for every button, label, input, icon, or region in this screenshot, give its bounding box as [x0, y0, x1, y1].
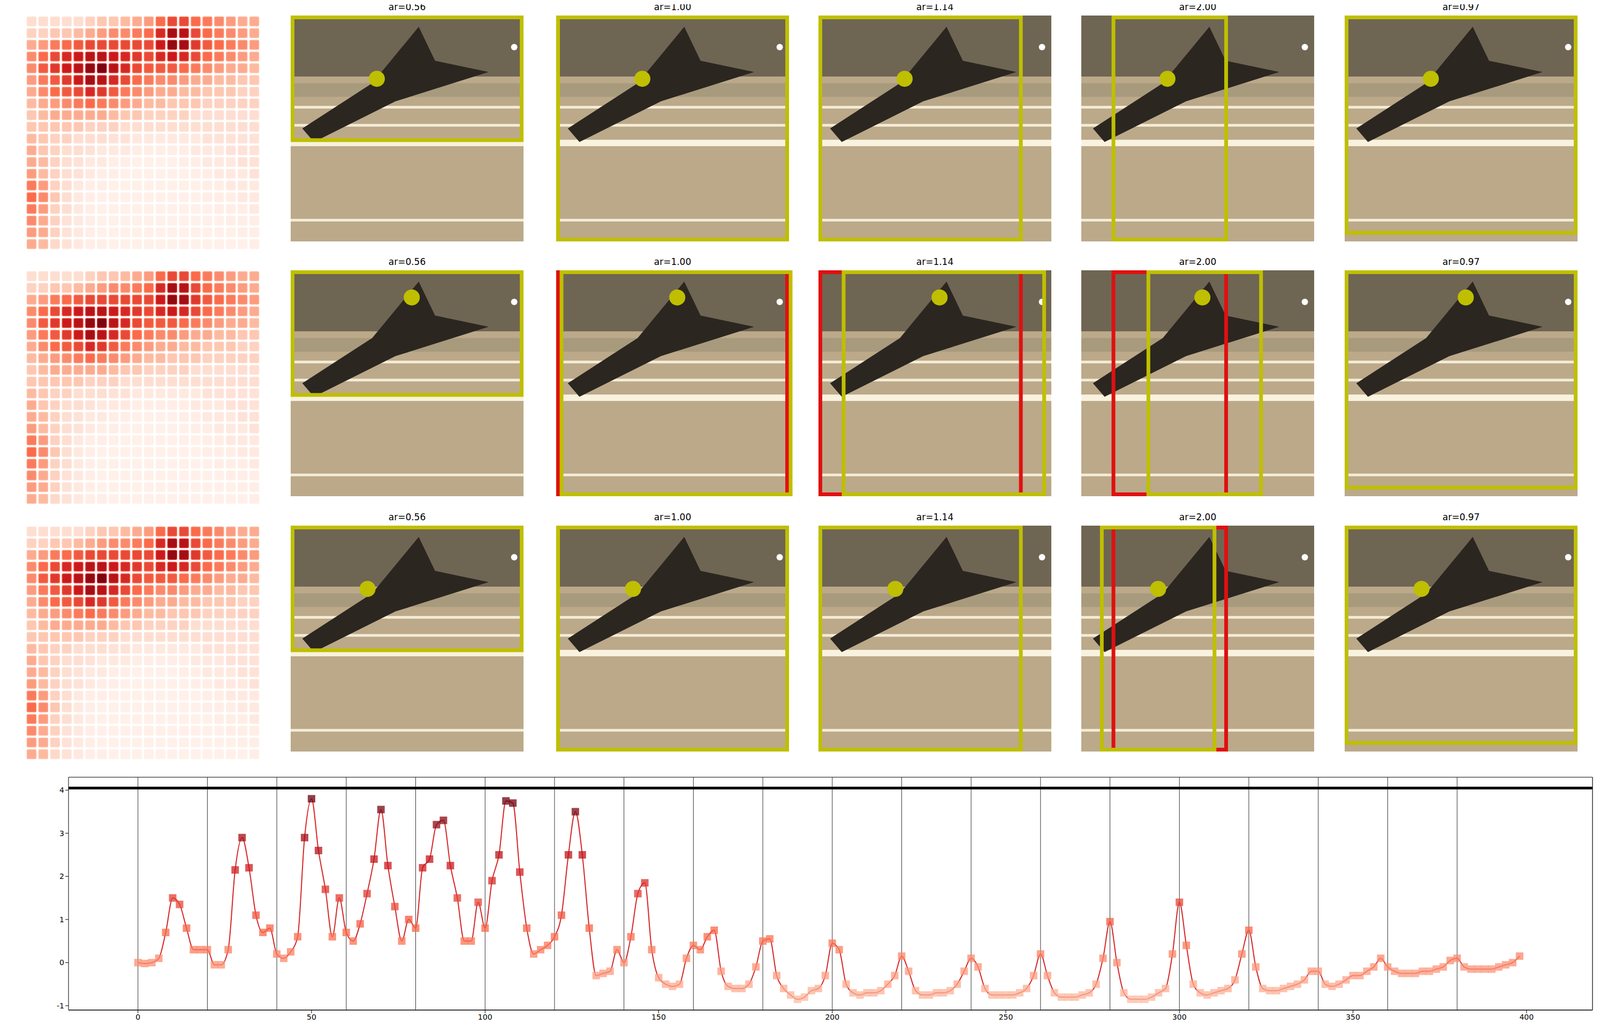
- svg-text:4: 4: [59, 785, 65, 795]
- svg-text:-1: -1: [56, 1001, 65, 1011]
- html-text:ar=1.14: ar=1.14: [916, 256, 954, 268]
- html-text:ar=0.97: ar=0.97: [1442, 256, 1480, 268]
- html-text:ar=1.14: ar=1.14: [916, 1, 954, 13]
- html-text:ar=0.56: ar=0.56: [388, 1, 426, 13]
- html-text:ar=1.14: ar=1.14: [916, 511, 954, 523]
- svg-text:100: 100: [478, 1012, 493, 1022]
- svg-text:200: 200: [824, 1012, 840, 1022]
- svg-text:300: 300: [1172, 1012, 1187, 1022]
- svg-text:1: 1: [59, 915, 65, 924]
- svg-text:400: 400: [1519, 1012, 1534, 1022]
- html-text:ar=0.97: ar=0.97: [1442, 511, 1480, 523]
- html-text:ar=0.56: ar=0.56: [388, 256, 426, 268]
- svg-text:2: 2: [59, 871, 65, 881]
- html-text:ar=2.00: ar=2.00: [1179, 256, 1217, 268]
- html-text:ar=1.00: ar=1.00: [653, 256, 692, 268]
- svg-text:3: 3: [59, 829, 65, 838]
- svg-text:0: 0: [135, 1012, 141, 1022]
- svg-text:150: 150: [651, 1012, 666, 1022]
- svg-text:250: 250: [998, 1012, 1014, 1022]
- html-text:ar=1.00: ar=1.00: [653, 1, 692, 13]
- svg-text:0: 0: [59, 958, 65, 967]
- html-text:ar=0.56: ar=0.56: [388, 511, 426, 523]
- html-text:ar=2.00: ar=2.00: [1179, 1, 1217, 13]
- html-text:ar=0.97: ar=0.97: [1442, 1, 1480, 13]
- html-text:ar=2.00: ar=2.00: [1179, 511, 1217, 523]
- svg-text:50: 50: [306, 1012, 317, 1022]
- svg-text:350: 350: [1345, 1012, 1361, 1022]
- html-text:ar=1.00: ar=1.00: [653, 511, 692, 523]
